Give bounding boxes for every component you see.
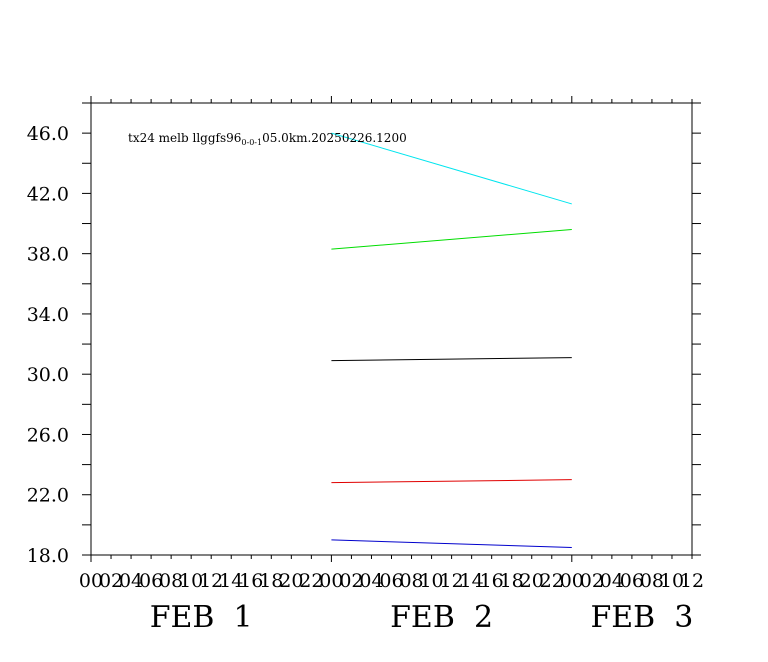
- x-tick-label: 12: [440, 570, 464, 592]
- x-tick-label: 18: [500, 570, 524, 592]
- x-tick-label: 08: [159, 570, 183, 592]
- date-label: FEB 3: [590, 600, 693, 635]
- y-tick-label: 42.0: [27, 183, 69, 205]
- x-tick-label: 06: [139, 570, 163, 592]
- x-tick-label: 04: [600, 570, 624, 592]
- chart-title: tx24 melb llggfs960-0-105.0km.20250226.1…: [128, 131, 407, 147]
- x-tick-label: 10: [660, 570, 684, 592]
- x-tick-label: 06: [379, 570, 403, 592]
- date-label: FEB 1: [150, 600, 253, 635]
- x-tick-label: 02: [580, 570, 604, 592]
- x-tick-label: 02: [339, 570, 363, 592]
- y-tick-label: 22.0: [27, 485, 69, 507]
- series-line: [331, 539, 572, 548]
- y-tick-label: 18.0: [27, 545, 69, 567]
- x-tick-label: 04: [359, 570, 383, 592]
- x-tick-group: 0002040608101214161820220002040608101214…: [79, 96, 704, 635]
- x-tick-label: 08: [399, 570, 423, 592]
- x-tick-label: 12: [199, 570, 223, 592]
- y-tick-label: 34.0: [27, 304, 69, 326]
- y-tick-label: 46.0: [27, 123, 69, 145]
- x-tick-label: 02: [99, 570, 123, 592]
- x-tick-label: 00: [560, 570, 584, 592]
- x-tick-label: 18: [259, 570, 283, 592]
- series-line: [331, 229, 572, 250]
- series-line: [331, 479, 572, 484]
- y-tick-label: 30.0: [27, 364, 69, 386]
- x-tick-label: 22: [540, 570, 564, 592]
- y-tick-label: 38.0: [27, 244, 69, 266]
- x-tick-label: 20: [279, 570, 303, 592]
- x-tick-label: 10: [419, 570, 443, 592]
- x-tick-label: 14: [460, 570, 484, 592]
- date-label: FEB 2: [390, 600, 493, 635]
- x-tick-label: 16: [480, 570, 504, 592]
- x-tick-label: 00: [319, 570, 343, 592]
- x-tick-label: 12: [680, 570, 704, 592]
- x-tick-label: 16: [239, 570, 263, 592]
- y-tick-label: 26.0: [27, 424, 69, 446]
- plot-frame: [90, 102, 693, 556]
- x-tick-label: 00: [79, 570, 103, 592]
- x-tick-label: 04: [119, 570, 143, 592]
- x-tick-label: 06: [620, 570, 644, 592]
- series-line: [331, 132, 572, 205]
- series-line: [331, 357, 572, 362]
- y-tick-group: 18.0 22.0 26.0 30.0 34.0 38.0 42.0 46.0: [27, 102, 701, 567]
- x-tick-label: 08: [640, 570, 664, 592]
- series-group: [331, 132, 572, 548]
- x-tick-label: 20: [520, 570, 544, 592]
- x-tick-label: 22: [299, 570, 323, 592]
- x-tick-label: 10: [179, 570, 203, 592]
- x-tick-label: 14: [219, 570, 243, 592]
